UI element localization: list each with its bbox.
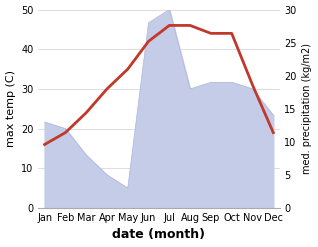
Y-axis label: med. precipitation (kg/m2): med. precipitation (kg/m2) <box>302 43 313 174</box>
X-axis label: date (month): date (month) <box>113 228 205 242</box>
Y-axis label: max temp (C): max temp (C) <box>5 70 16 147</box>
